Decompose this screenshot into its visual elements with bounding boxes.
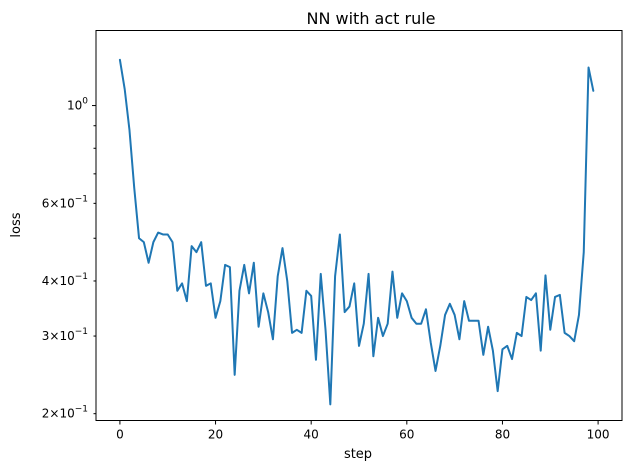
x-axis-label: step (344, 447, 372, 462)
y-axis-ticks: 100 2×10−1 3×10−1 4×10−1 6×10−1 (42, 97, 96, 421)
x-tick-label: 40 (304, 428, 319, 442)
y-tick-label: 2×10−1 (42, 405, 88, 421)
series-layer (118, 58, 595, 406)
y-tick-label: 4×10−1 (42, 272, 88, 288)
x-tick-label: 80 (495, 428, 510, 442)
x-tick-label: 60 (399, 428, 414, 442)
x-tick-label: 0 (116, 428, 124, 442)
y-tick-label: 100 (67, 97, 88, 113)
chart-title: NN with act rule (306, 9, 435, 28)
loss-series-line (118, 58, 595, 406)
x-axis-ticks: 0 20 40 60 80 100 (116, 420, 610, 442)
plot-frame (95, 30, 623, 421)
x-tick-label: 100 (587, 428, 610, 442)
y-tick-label: 3×10−1 (42, 327, 88, 343)
y-axis-label: loss (9, 212, 24, 237)
x-tick-label: 20 (208, 428, 223, 442)
y-tick-label: 6×10−1 (42, 194, 88, 210)
